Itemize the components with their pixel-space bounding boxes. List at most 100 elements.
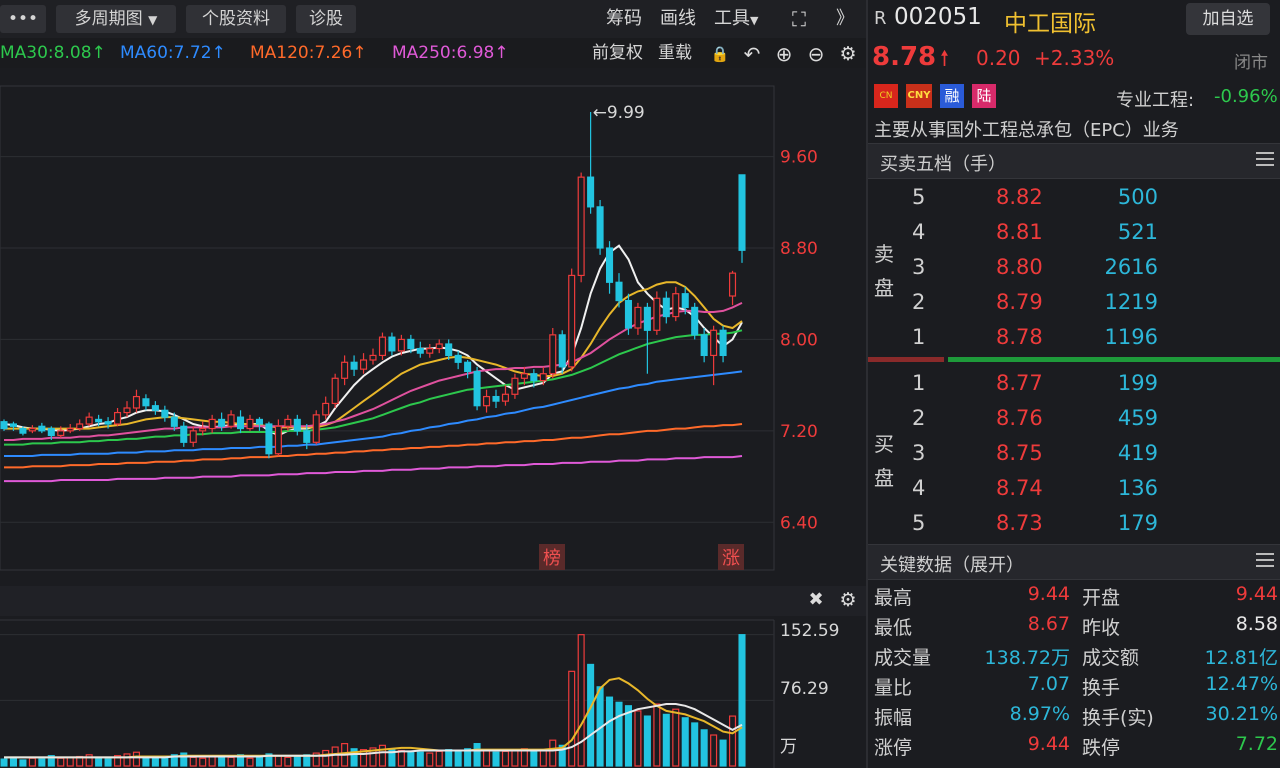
- draw-line-button[interactable]: 画线: [660, 8, 696, 29]
- volume-bar: [322, 749, 330, 767]
- ask-price: 8.79: [996, 290, 1043, 314]
- volume-chart[interactable]: 152.59 76.29 万: [0, 616, 866, 768]
- candle-body: [672, 293, 680, 318]
- overlay-button[interactable]: 重载: [658, 43, 692, 63]
- diagnose-button[interactable]: 诊股: [296, 5, 356, 33]
- volume-bar: [369, 747, 377, 767]
- stock-name: 中工国际: [1004, 11, 1096, 37]
- kd-value: 7.72: [1235, 733, 1278, 755]
- candle-body: [322, 402, 330, 416]
- bid-level: 4: [912, 476, 926, 500]
- candle-body: [681, 293, 689, 309]
- zoom-out-icon[interactable]: ⊖: [807, 42, 825, 66]
- kline-chart[interactable]: 9.60 8.80 8.00 7.20 6.40 ←9.99 榜 涨: [0, 68, 866, 588]
- buy-label: 盘: [874, 466, 894, 490]
- bid-pressure-bar: [948, 357, 1280, 362]
- volume-bar: [151, 757, 159, 767]
- ma-line-ma30: [4, 329, 743, 446]
- chips-button[interactable]: 筹码: [606, 8, 642, 29]
- bid-row[interactable]: 4 8.74 136: [868, 471, 1280, 506]
- cny-tag[interactable]: CNY: [906, 84, 932, 108]
- volume-bar: [568, 670, 576, 767]
- candle-body: [530, 373, 538, 382]
- price-change-pct: +2.33%: [1034, 46, 1115, 70]
- volume-bar: [445, 749, 453, 767]
- close-icon[interactable]: ✖: [808, 589, 824, 610]
- bid-qty: 199: [1117, 371, 1158, 395]
- zoom-in-icon[interactable]: ⊕: [775, 42, 793, 66]
- menu-icon[interactable]: [1256, 553, 1274, 569]
- bid-row[interactable]: 2 8.76 459: [868, 401, 1280, 436]
- period-select[interactable]: 多周期图 ▼: [56, 5, 176, 33]
- volume-bar: [293, 755, 301, 767]
- candle-body: [426, 347, 434, 354]
- candle-body: [407, 338, 415, 350]
- rank-badge[interactable]: 榜: [543, 548, 561, 569]
- candle-body: [57, 430, 65, 437]
- volume-bar: [95, 757, 103, 767]
- volume-bar: [199, 757, 207, 767]
- candle-body: [662, 297, 670, 318]
- gear-icon[interactable]: ⚙: [839, 43, 857, 65]
- candle-body: [76, 423, 84, 430]
- volume-bar: [729, 715, 737, 767]
- connect-tag[interactable]: 陆: [972, 84, 996, 108]
- period-label: 多周期图: [74, 9, 143, 29]
- kd-label: 量比: [874, 677, 913, 699]
- candle-body: [464, 361, 472, 373]
- ask-row[interactable]: 3 8.80 2616: [868, 250, 1280, 285]
- ask-level: 5: [912, 185, 926, 209]
- volume-bar: [634, 710, 642, 767]
- ma120-label: MA120:7.26↑: [250, 43, 367, 63]
- candle-body: [246, 418, 254, 430]
- bid-row[interactable]: 5 8.73 179: [868, 506, 1280, 541]
- kd-label: 振幅: [874, 707, 913, 729]
- volume-bar: [501, 750, 509, 767]
- volume-bar: [558, 744, 566, 767]
- volume-bar: [483, 749, 491, 767]
- undo-icon[interactable]: ↶: [743, 42, 761, 66]
- volume-bar: [549, 739, 557, 767]
- margin-tag[interactable]: 融: [940, 84, 964, 108]
- ask-row[interactable]: 5 8.82 500: [868, 180, 1280, 215]
- add-watchlist-button[interactable]: 加自选: [1186, 3, 1270, 35]
- buy-label: 买: [874, 432, 894, 456]
- expand-icon[interactable]: ⛶: [792, 7, 806, 31]
- ask-row[interactable]: 1 8.78 1196: [868, 320, 1280, 355]
- bid-section: 买 盘 1 8.77 199 2 8.76 459 3 8.75 419 4 8.74 136 …: [868, 366, 1280, 542]
- ask-row[interactable]: 4 8.81 521: [868, 215, 1280, 250]
- sector-label[interactable]: 专业工程:: [1116, 90, 1195, 111]
- menu-icon[interactable]: [1256, 152, 1274, 168]
- candle-body: [208, 418, 216, 430]
- ask-row[interactable]: 2 8.79 1219: [868, 285, 1280, 320]
- bid-row[interactable]: 3 8.75 419: [868, 436, 1280, 471]
- tools-menu[interactable]: 工具▼: [714, 6, 758, 34]
- kd-value: 30.21%: [1205, 703, 1278, 725]
- volume-bar: [265, 753, 273, 767]
- more-menu-button[interactable]: •••: [0, 5, 46, 33]
- volume-bar: [492, 751, 500, 767]
- candle-body: [180, 425, 188, 443]
- ask-level: 4: [912, 220, 926, 244]
- gear-icon[interactable]: ⚙: [839, 589, 857, 611]
- lock-icon[interactable]: 🔒: [710, 45, 730, 63]
- price-grid: [0, 156, 774, 523]
- candle-body: [95, 418, 103, 423]
- bid-row[interactable]: 1 8.77 199: [868, 366, 1280, 401]
- key-data-header[interactable]: 关键数据（展开）: [868, 544, 1280, 580]
- order-book-header: 买卖五档（手）: [868, 143, 1280, 179]
- candle-body: [624, 299, 632, 329]
- volume-bar: [435, 750, 443, 767]
- candle-body: [445, 343, 453, 357]
- collapse-panel-icon[interactable]: 》: [836, 8, 854, 29]
- volume-bar: [246, 757, 254, 767]
- volume-bar: [132, 751, 140, 767]
- stock-profile-button[interactable]: 个股资料: [186, 5, 286, 33]
- adjust-mode-button[interactable]: 前复权: [592, 43, 643, 63]
- volume-mid-label: 76.29: [780, 679, 829, 699]
- volume-bar: [719, 739, 727, 767]
- kd-value: 12.47%: [1205, 673, 1278, 695]
- candle-body: [606, 247, 614, 283]
- kd-value: 12.81亿: [1204, 647, 1278, 669]
- limit-up-badge[interactable]: 涨: [722, 548, 740, 569]
